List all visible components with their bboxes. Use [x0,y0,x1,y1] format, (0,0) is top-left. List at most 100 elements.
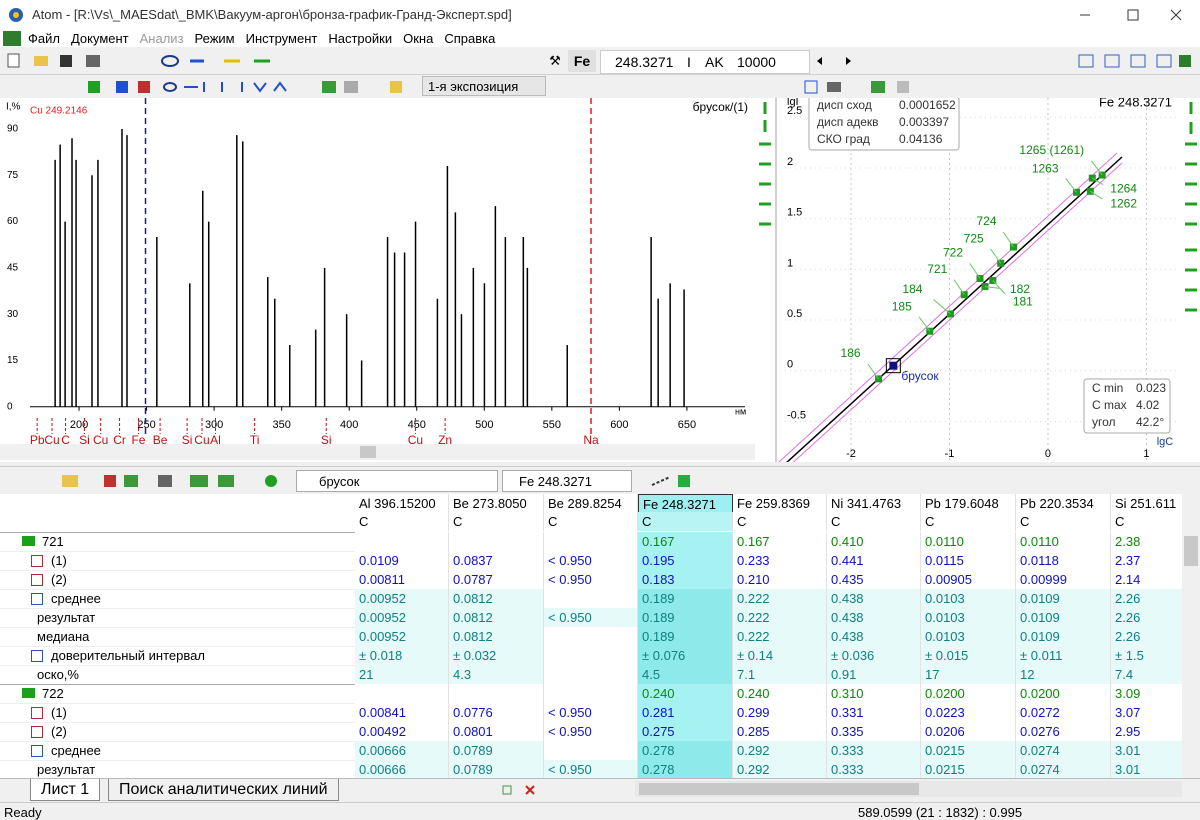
menu-item[interactable]: Окна [403,31,434,46]
table-cell: 2.38 [1111,532,1182,551]
chart-title: Fe 248.3271 [1099,98,1172,109]
table-h-scrollbar[interactable] [635,781,1182,797]
column-header[interactable]: Fe 259.8369 [733,494,827,513]
element-label: Cu [194,433,209,447]
x-axis-label: lgC [1157,436,1174,448]
column-header[interactable]: Al 396.15200 [355,494,449,513]
table-cell: ± 0.14 [733,646,827,665]
column-unit: C [449,512,544,531]
table-cell [355,684,449,703]
tab-bar: Лист 1 Поиск аналитических линий [0,778,1200,801]
x-tick-label: 650 [678,419,696,431]
column-header[interactable]: Fe 248.3271 [638,494,733,513]
table-cell: 0.00666 [355,741,449,760]
tab-tools[interactable] [498,783,542,797]
table-cell: < 0.950 [544,570,638,589]
x-tick-label: 300 [205,419,223,431]
table-cell: 0.333 [827,760,921,778]
row-label: оско,% [37,667,79,682]
toolbar-icons [7,53,270,68]
x-tick-label: -2 [846,448,856,460]
table-cell: 0.278 [638,760,733,778]
column-header[interactable]: Ni 341.4763 [827,494,921,513]
column-header[interactable]: Be 289.8254 [544,494,638,513]
element-label: Ti [250,433,260,447]
label-leader [1090,190,1103,200]
sample-bracket [885,358,901,374]
table-cell: 3.01 [1111,760,1182,778]
sheet-tab[interactable]: Поиск аналитических линий [108,779,339,801]
table-cell: 0.0812 [449,627,544,646]
table-cell: 0.00841 [355,703,449,722]
column-unit: C [1016,512,1111,531]
table-cell: 0.435 [827,570,921,589]
table-cell: 2.14 [1111,570,1182,589]
table-cell: 0.222 [733,589,827,608]
sample-select[interactable]: брусок [296,470,498,492]
column-header[interactable]: Si 251.611 [1111,494,1182,513]
y-tick-label: 0 [787,359,793,371]
table-cell: 0.0789 [449,741,544,760]
y-tick-label: 75 [7,170,19,181]
nav-arrows[interactable] [812,54,862,68]
table-cell: ± 0.015 [921,646,1016,665]
table-cell: ± 0.036 [827,646,921,665]
label-leader [990,248,1002,264]
menu-item[interactable]: Настройки [328,31,393,46]
window-buttons[interactable] [1070,0,1200,30]
stats-value: 42.2° [1136,415,1164,429]
label-leader [918,316,931,332]
table-cell: 0.0200 [1016,684,1111,703]
calibration-point [946,310,954,318]
table-cell: 0.00492 [355,722,449,741]
table-cell: 0.0215 [921,741,1016,760]
table-cell: 0.222 [733,627,827,646]
table-cell: 7.1 [733,665,827,684]
label-leader [984,286,1000,289]
x-tick-label: 250 [137,419,155,431]
element-label: Be [153,433,168,447]
column-header[interactable]: Pb 179.6048 [921,494,1016,513]
table-cell: 0.0274 [1016,760,1111,778]
table-cell: 0.441 [827,551,921,570]
tool-button[interactable]: ⚒ [549,53,561,68]
table-cell: 3.01 [1111,741,1182,760]
element-button[interactable]: Fe [568,50,596,72]
column-unit: C [355,512,449,531]
sheet-tab[interactable]: Лист 1 [30,779,101,801]
y-axis-label: lgI [787,98,799,108]
table-cell: 0.167 [733,532,827,551]
v-scrollbar[interactable] [1182,494,1200,778]
stats-label: дисп сход [817,98,872,112]
table-cell: 0.189 [638,608,733,627]
table-cell: 0.0103 [921,589,1016,608]
row-label: (1) [51,705,67,720]
exposure-select[interactable]: 1-я экспозиция [422,76,546,96]
column-header[interactable]: Pb 220.3534 [1016,494,1111,513]
table-cell: 0.0837 [449,551,544,570]
row-label: (2) [51,724,67,739]
column-header[interactable]: Be 273.8050 [449,494,544,513]
menu-bar: Файл Документ Анализ Режим Инструмент Настрой… [0,30,1200,47]
table-cell: 2.26 [1111,627,1182,646]
point-label: 186 [841,346,861,360]
line-select[interactable]: 248.3271 I AK 10000 [600,50,810,74]
menu-item[interactable]: Режим [194,31,235,46]
table-cell: 0.00666 [355,760,449,778]
menu-item[interactable]: Файл [28,31,60,46]
menu-item[interactable]: Документ [70,31,129,46]
table-cell: 0.167 [638,532,733,551]
stats-value: 0.04136 [899,132,943,146]
menu-item[interactable]: Инструмент [245,31,318,46]
x-tick-label: -1 [945,448,955,460]
line-filter-select[interactable]: Fe 248.3271 [502,470,632,492]
table-cell: 0.233 [733,551,827,570]
element-label: Pb [30,433,45,447]
table-cell: 0.0215 [921,760,1016,778]
menu-item[interactable]: Справка [444,31,496,46]
row-icon [31,707,43,719]
spectrum-tools [88,81,402,93]
h-scrollbar[interactable] [0,444,755,460]
table-cell: 0.281 [638,703,733,722]
menu-item[interactable]: Анализ [139,31,184,46]
